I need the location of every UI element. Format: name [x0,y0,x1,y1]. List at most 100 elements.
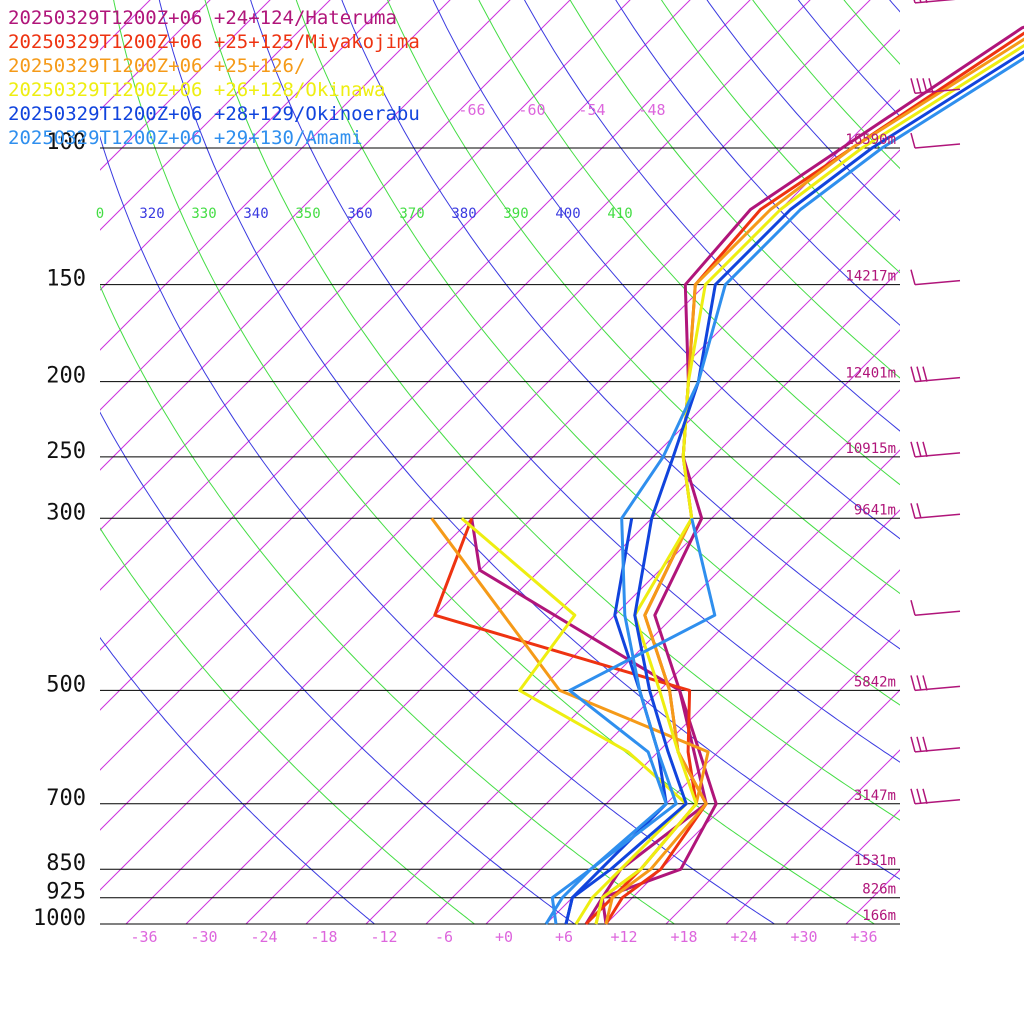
isotherm-line [100,0,451,351]
theta-label: 410 [607,206,632,222]
height-label: 1531m [854,853,896,869]
wind-barb [914,0,956,4]
wind-barb-flag [910,441,916,458]
temperature-tick-label: +6 [555,928,573,946]
legend-entry: 20250329T1200Z+06 +29+130/Amami [8,127,363,149]
wind-barb [914,513,961,520]
adiabat-line [100,411,575,924]
isotherm-line [100,0,871,771]
legend-entry: 20250329T1200Z+06 +25+125/Miyakojima [8,31,420,53]
isotherm-line [100,29,900,831]
isotherm-line [100,0,811,711]
wind-barb-flag [913,0,916,4]
temperature-tick-label: +36 [850,928,877,946]
isotherm-line [365,389,900,924]
wind-barb-flag [910,78,916,94]
adiabat-line [100,135,775,924]
temperature-tick-label: -30 [190,928,217,946]
pressure-tick-label: 200 [46,364,86,389]
adiabat-line [478,0,900,486]
theta-label: 360 [347,206,372,222]
isotherm-line [966,0,1024,924]
wind-barb [914,143,961,149]
isotherm-line [245,269,900,924]
isotherm-line [100,0,211,111]
theta-label: 390 [503,206,528,222]
temperature-profile [550,56,1024,925]
theta-label: 340 [243,206,268,222]
isotherm-line [100,0,271,171]
height-label: 5842m [854,674,896,690]
isotherm-line [125,149,900,924]
axis-labels: 100 16590m 150 14217m 200 12401m 250 10915m 300 9… [33,101,896,946]
height-label: 14217m [845,269,896,285]
wind-barb-flag [916,78,922,94]
isotherm-line [725,749,900,924]
wind-barb-flag [910,675,916,691]
adiabat-line [523,0,900,432]
adiabat-line [100,636,375,924]
pressure-tick-label: 250 [46,439,86,464]
isotherm-line [545,569,900,924]
theta-label: 370 [399,206,424,222]
height-label: 16590m [845,132,896,148]
theta-label: 350 [295,206,320,222]
pressure-tick-label: 150 [46,267,86,292]
wind-barb-flag [910,132,916,149]
isotherm-line [100,0,391,291]
pressure-tick-label: 700 [46,786,86,811]
wind-barb [914,88,961,95]
isotherm-line [485,509,900,924]
wind-barb-flag [916,788,922,804]
temperature-profile [564,50,1024,925]
isobar-lines [100,147,900,925]
legend-entry: 20250329T1200Z+06 +28+129/Okinoerabu [8,103,420,125]
wind-barb-flag [922,736,928,753]
wind-barb-flag [919,0,922,4]
isotherm-line [605,629,900,924]
temperature-tick-label: -12 [370,928,397,946]
temperature-tick-label: +24 [730,928,757,946]
wind-barb [914,376,961,383]
wind-barb [914,279,961,286]
wind-barb [914,747,961,753]
isotherm-line [185,209,900,924]
temperature-tick-label: -36 [130,928,157,946]
adiabat-line [569,0,900,379]
isotherm-line [100,0,571,471]
isotherm-line [785,809,900,924]
wind-barb-flag [922,788,928,804]
adiabat-line [250,0,900,763]
adiabat-line [341,0,900,650]
wind-barb [914,799,961,805]
isotherm-line [100,89,900,891]
isotherm-lines [100,0,1024,924]
legend-entry: 20250329T1200Z+06 +26+128/Okinawa [8,79,386,101]
height-label: 10915m [845,441,896,457]
temperature-tick-label: +18 [670,928,697,946]
wind-barb-flag [925,0,928,4]
temperature-tick-label: +0 [495,928,513,946]
height-label: 3147m [854,788,896,804]
upper-temperature-label: -48 [638,101,665,119]
pressure-tick-label: 925 [46,880,86,905]
pressure-tick-label: 1000 [33,906,86,931]
adiabat-line [843,0,900,65]
isotherm-line [906,0,1024,924]
adiabat-line [387,0,900,595]
isotherm-line [100,0,331,231]
height-label: 166m [862,908,896,924]
adiabat-line [907,0,1024,924]
temperature-tick-label: +12 [610,928,637,946]
wind-barb-flag [910,788,916,804]
wind-barb-flag [910,269,916,285]
upper-temperature-label: -60 [518,101,545,119]
legend-entry: 20250329T1200Z+06 +24+124/Hateruma [8,7,397,29]
theta-label: 400 [555,206,580,222]
pressure-tick-label: 500 [46,672,86,697]
wind-barbs [910,0,961,805]
wind-barb-flag [922,78,928,94]
adiabat-line [295,0,900,706]
isotherm-line [425,449,900,924]
